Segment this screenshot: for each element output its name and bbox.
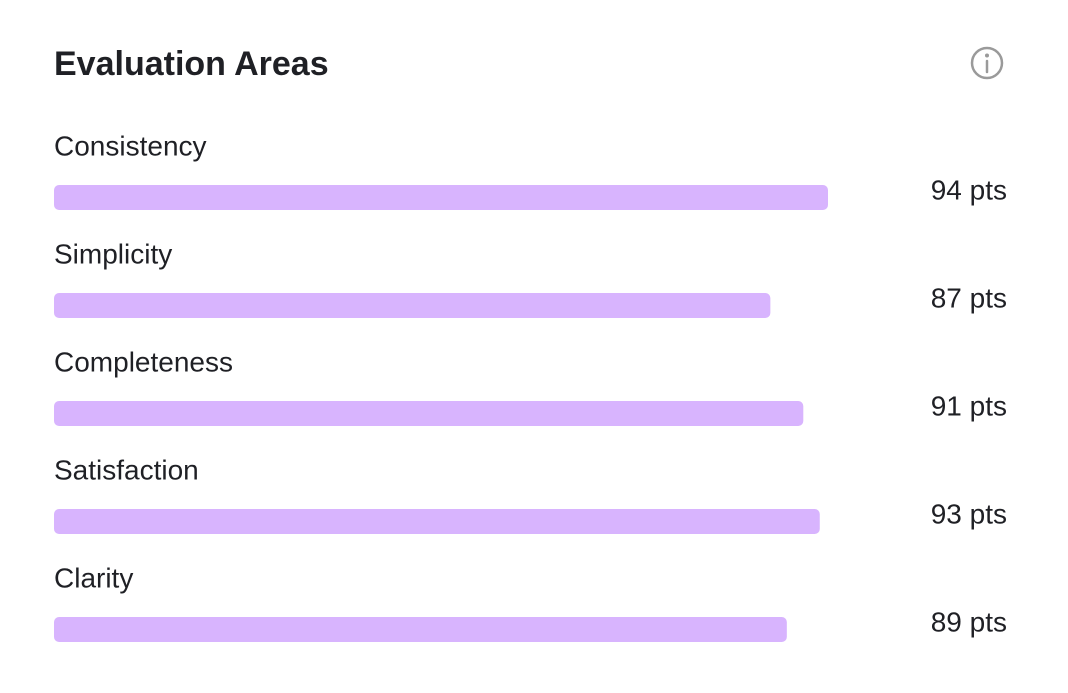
value-label: 89 pts <box>931 606 1007 637</box>
info-dot <box>985 53 989 58</box>
bar <box>54 509 820 534</box>
category-label: Completeness <box>54 346 233 377</box>
bar <box>54 617 787 642</box>
value-label: 87 pts <box>931 282 1007 313</box>
bar <box>54 401 804 426</box>
bar <box>54 293 771 318</box>
card-title: Evaluation Areas <box>54 45 329 83</box>
value-label: 93 pts <box>931 498 1007 529</box>
value-label: 91 pts <box>931 390 1007 421</box>
category-label: Satisfaction <box>54 454 199 485</box>
category-label: Consistency <box>54 130 207 161</box>
info-circle <box>970 46 1004 80</box>
bar <box>54 185 828 210</box>
value-label: 94 pts <box>931 174 1007 205</box>
info-icon[interactable] <box>970 46 1004 80</box>
category-label: Simplicity <box>54 238 172 269</box>
category-label: Clarity <box>54 562 133 593</box>
